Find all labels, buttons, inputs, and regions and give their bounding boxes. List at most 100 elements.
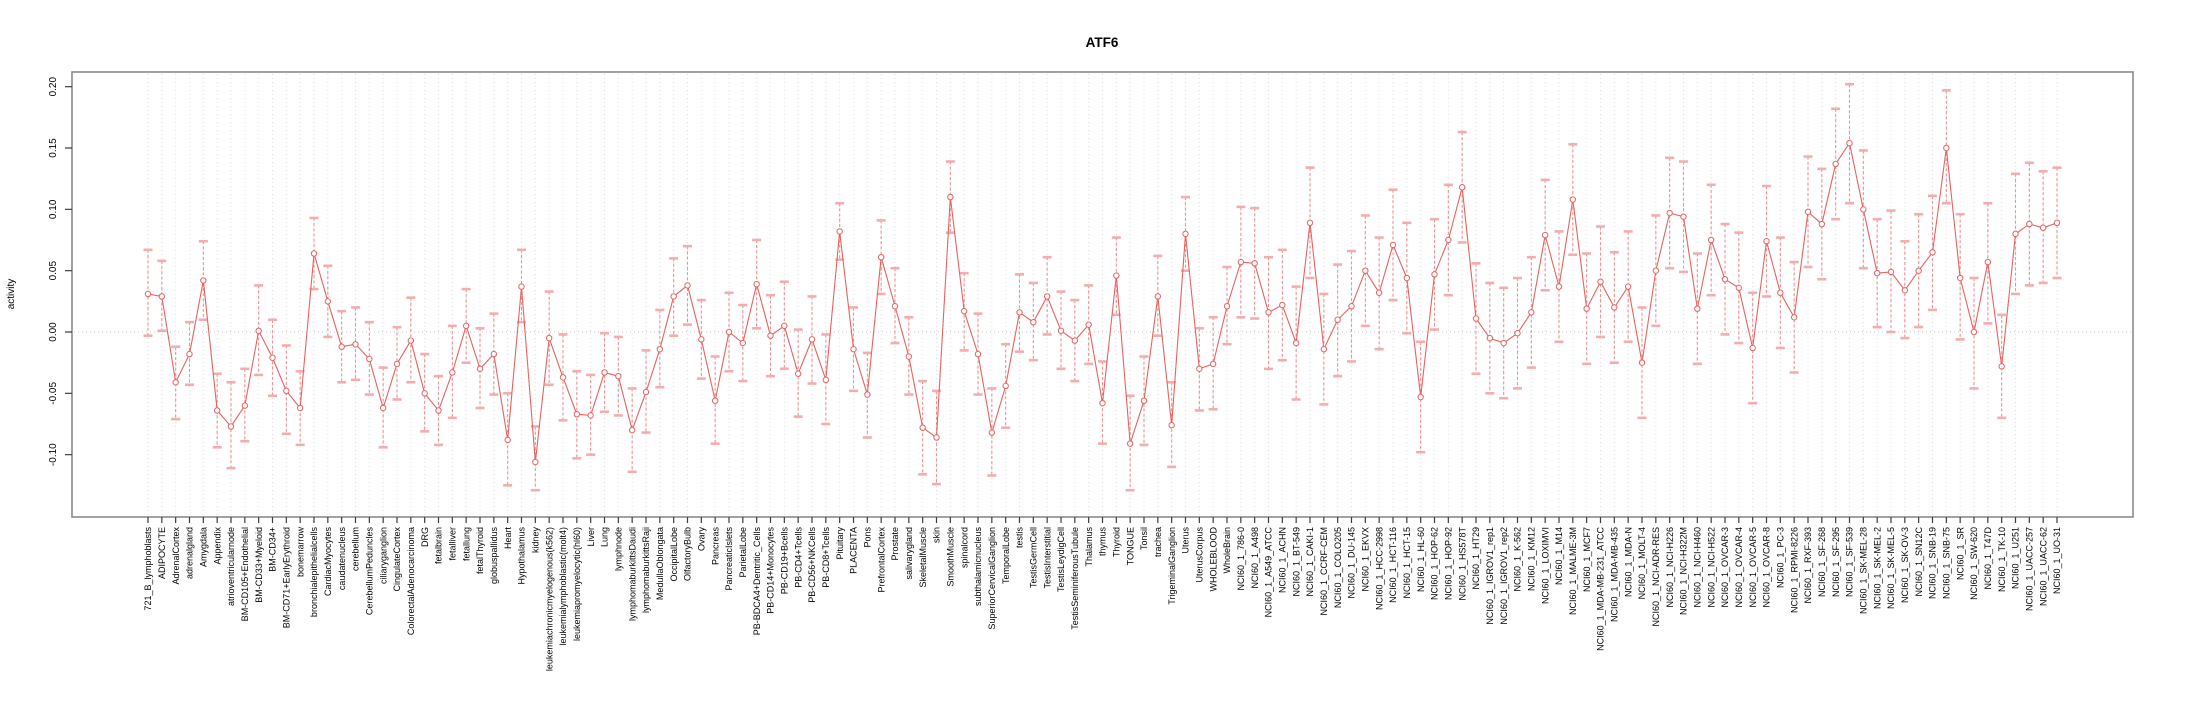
data-point [739,339,747,347]
data-point [1680,213,1687,220]
x-tick-label: NCI60_1_UACC-257 [2025,527,2035,611]
data-point [1030,318,1037,326]
data-point [1735,284,1743,292]
x-tick-label: Heart [503,527,513,550]
data-point [1500,339,1507,347]
y-tick-label: 0.15 [48,138,59,158]
data-point [808,336,816,343]
data-point [324,298,332,305]
data-point [1458,184,1466,191]
data-point [1528,309,1535,316]
x-tick-label: NCI60_1_RXF-393 [1803,527,1813,604]
data-point [794,370,802,377]
x-tick-label: NCI60_1_PC-3 [1776,527,1786,588]
x-tick-label: NCI60_1_ACHN [1278,527,1288,593]
x-tick-label: fetalliver [448,527,458,561]
data-point [379,404,387,412]
x-tick-label: kidney [531,527,541,554]
x-tick-label: Tonsil [1139,527,1149,550]
x-tick-label: Pituitary [835,527,845,560]
data-point [449,369,456,376]
x-tick-label: Pons [863,527,873,548]
data-point [421,390,428,397]
data-point [1016,309,1023,316]
data-point [532,458,539,466]
data-point [836,228,843,235]
data-point [1196,365,1203,372]
x-tick-label: NCI60_1_NCI-ADR-RES [1651,527,1661,627]
data-point [227,423,235,430]
x-tick-label: SkeletalMuscle [918,527,928,588]
data-point [1846,139,1853,147]
x-tick-label: fetalThyroid [475,527,485,574]
x-tick-label: BM-CD33+Myeloid [254,527,264,603]
x-tick-label: lymphomaburkittsRaji [641,527,651,613]
data-point [1555,283,1563,290]
x-tick-label: PB-CD14+Monocytes [766,527,776,614]
data-point [1514,330,1521,337]
x-tick-label: NCI60_1_HOP-92 [1444,527,1454,600]
data-point [144,290,152,298]
x-tick-label: NCI60_1_MCF7 [1582,527,1592,592]
x-tick-label: fetallung [461,527,471,561]
data-point [1099,399,1106,407]
data-point [601,369,608,376]
x-tick-label: CingulateCortex [392,527,402,592]
x-tick-label: MedullaOblongata [655,527,665,600]
data-point [905,353,913,360]
x-tick-label: Lung [600,527,610,547]
x-tick-label: NCI60_1_U251 [2011,527,2021,589]
data-point [1292,339,1300,347]
data-point [1472,315,1480,322]
x-tick-label: ColorectalAdenocarcinoma [406,527,416,635]
x-tick-label: NCI60_1_A498 [1250,527,1260,589]
x-tick-label: BM-CD34+ [268,527,278,572]
y-tick-label: 0.20 [48,77,59,97]
x-tick-label: NCI60_1_HCT-15 [1402,527,1412,599]
data-point [1251,260,1258,267]
x-tick-label: PB-BDCA4+Dentritic_Cells [752,527,762,636]
data-point [850,345,857,353]
data-point [781,322,788,330]
data-point [1279,301,1286,309]
x-tick-label: OccipitalLobe [669,527,679,582]
x-tick-label: lymphnode [614,527,624,571]
data-point [1320,345,1328,353]
data-point [1348,303,1355,310]
data-point [974,350,982,358]
data-point [559,374,567,381]
x-tick-label: 721_B_lymphoblasts [143,527,153,611]
data-point [1306,219,1314,227]
x-tick-label: NCI60_1_NCI-H522 [1706,527,1716,608]
data-point [1209,360,1217,368]
x-tick-label: Hypothalamus [517,527,527,585]
data-point [1265,309,1272,316]
data-point [1417,393,1424,401]
data-series-layer [143,82,2062,492]
x-tick-label: NCI60_1_SF-268 [1817,527,1827,597]
data-point [1956,274,1964,282]
data-point [1223,303,1231,310]
x-tick-label: NCI60_1_KM12 [1527,527,1537,591]
data-point [960,307,968,315]
x-tick-label: NCI60_1_SF-539 [1845,527,1855,597]
x-tick-label: NCI60_1_MDA-MB-435 [1610,527,1620,622]
data-point [1389,241,1397,249]
x-tick-label: PB-CD19+Bcells [780,527,790,595]
data-point [352,341,359,348]
y-axis-label: activity [6,279,17,310]
x-tick-label: subthalamicnucleus [973,527,983,607]
data-point [1362,267,1369,274]
x-tick-label: NCI60_1_SK-MEL-5 [1886,527,1896,609]
data-point [711,397,719,404]
data-point [725,328,733,336]
data-point [1569,196,1577,203]
data-point [1071,337,1079,344]
data-point [822,376,830,384]
data-point [1943,144,1950,152]
data-point [1611,304,1618,311]
x-tick-label: NCI60_1_RPMI-8226 [1789,527,1799,613]
data-point [186,350,193,358]
data-point [615,372,622,380]
y-tick-label: 0.05 [48,261,59,281]
